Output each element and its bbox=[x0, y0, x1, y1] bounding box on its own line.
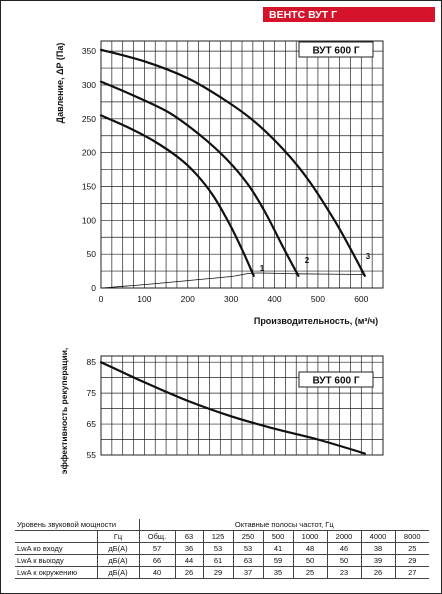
cell: 40 bbox=[138, 566, 176, 579]
cell: 46 bbox=[326, 542, 362, 555]
cell: 53 bbox=[202, 542, 234, 555]
col-header: 63 bbox=[174, 530, 204, 543]
pressure-tick-labels: 0 100 200 300 400 500 600 0 50 100 150 200 250 300 350 bbox=[82, 46, 369, 304]
cell: 23 bbox=[326, 566, 362, 579]
pressure-curve-3 bbox=[99, 48, 366, 277]
y-tick-label: 100 bbox=[82, 215, 96, 225]
efficiency-curve bbox=[99, 361, 366, 455]
row-unit: дБ(А) bbox=[96, 554, 140, 567]
x-tick-label: 0 bbox=[99, 294, 104, 304]
y-tick-label: 85 bbox=[87, 357, 97, 367]
efficiency-tick-labels: 55 65 75 85 bbox=[87, 357, 97, 460]
y-tick-label: 200 bbox=[82, 148, 96, 158]
x-tick-label: 500 bbox=[311, 294, 325, 304]
y-tick-label: 65 bbox=[87, 419, 97, 429]
empty-cell bbox=[15, 530, 98, 543]
pressure-curves: 1 2 3 bbox=[99, 48, 371, 289]
cell: 59 bbox=[262, 554, 294, 567]
cell: 27 bbox=[394, 566, 430, 579]
operating-line bbox=[100, 272, 366, 289]
cell: 29 bbox=[202, 566, 234, 579]
efficiency-grid bbox=[100, 355, 384, 456]
curve-label-2: 2 bbox=[305, 256, 310, 265]
efficiency-y-label: эффективность рекуперации, % bbox=[59, 346, 69, 474]
table-title: Уровень звуковой мощности bbox=[15, 519, 140, 531]
model-label-box-2 bbox=[298, 371, 374, 388]
curve-label-1: 1 bbox=[260, 264, 265, 273]
y-axis-label: Давление, ΔP (Па) bbox=[55, 43, 65, 124]
cell: 44 bbox=[174, 554, 204, 567]
cell: 25 bbox=[394, 542, 430, 555]
y-tick-label: 150 bbox=[82, 181, 96, 191]
cell: 38 bbox=[360, 542, 396, 555]
header-title: ВЕНТС ВУТ Г bbox=[269, 9, 338, 21]
y-tick-label: 250 bbox=[82, 114, 96, 124]
col-header: Общ. bbox=[138, 530, 176, 543]
col-header: 500 bbox=[262, 530, 294, 543]
cell: 48 bbox=[292, 542, 328, 555]
table-row: LwA к окружению дБ(А) 40 26 29 37 35 25 … bbox=[15, 566, 430, 579]
y-tick-label: 300 bbox=[82, 80, 96, 90]
pressure-chart: 1 2 3 0 100 200 300 400 500 600 0 50 100 150 200 250 30… bbox=[55, 40, 384, 326]
cell: 26 bbox=[360, 566, 396, 579]
efficiency-chart: 55 65 75 85 ВУТ 600 Г эффективность рекупер… bbox=[59, 346, 384, 474]
table-row: LwA к выходу дБ(А) 66 44 61 63 59 50 50 … bbox=[15, 554, 430, 567]
pressure-curve-2 bbox=[99, 80, 300, 277]
col-header: 125 bbox=[202, 530, 234, 543]
row-label: LwA к выходу bbox=[15, 554, 98, 567]
x-tick-label: 300 bbox=[224, 294, 238, 304]
y-tick-label: 50 bbox=[87, 249, 97, 259]
model-label-box bbox=[298, 41, 374, 58]
model-label: ВУТ 600 Г bbox=[312, 46, 359, 57]
pressure-curve-1 bbox=[99, 114, 255, 277]
cell: 50 bbox=[326, 554, 362, 567]
bands-title: Октавные полосы частот, Гц bbox=[138, 519, 430, 531]
row-unit: дБ(А) bbox=[96, 566, 140, 579]
cell: 57 bbox=[138, 542, 176, 555]
model-label-2: ВУТ 600 Г bbox=[312, 376, 359, 387]
cell: 61 bbox=[202, 554, 234, 567]
col-header: 2000 bbox=[326, 530, 362, 543]
sound-power-table: Уровень звуковой мощности Октавные полос… bbox=[15, 519, 430, 579]
table-row: LwA ко входу дБ(А) 57 36 53 53 41 48 46 … bbox=[15, 542, 430, 555]
y-tick-label: 350 bbox=[82, 46, 96, 56]
cell: 63 bbox=[232, 554, 264, 567]
cell: 36 bbox=[174, 542, 204, 555]
row-label: LwA к окружению bbox=[15, 566, 98, 579]
x-tick-label: 200 bbox=[181, 294, 195, 304]
unit-header: Гц bbox=[96, 530, 140, 543]
row-label: LwA ко входу bbox=[15, 542, 98, 555]
x-tick-label: 400 bbox=[267, 294, 281, 304]
cell: 50 bbox=[292, 554, 328, 567]
cell: 37 bbox=[232, 566, 264, 579]
y-tick-label: 55 bbox=[87, 450, 97, 460]
cell: 26 bbox=[174, 566, 204, 579]
row-unit: дБ(А) bbox=[96, 542, 140, 555]
header-band bbox=[263, 7, 435, 22]
cell: 39 bbox=[360, 554, 396, 567]
cell: 53 bbox=[232, 542, 264, 555]
cell: 35 bbox=[262, 566, 294, 579]
cell: 29 bbox=[394, 554, 430, 567]
col-header: 4000 bbox=[360, 530, 396, 543]
efficiency-line bbox=[99, 361, 366, 455]
cell: 66 bbox=[138, 554, 176, 567]
y-tick-label: 75 bbox=[87, 388, 97, 398]
cell: 41 bbox=[262, 542, 294, 555]
x-axis-label: Производительность, (м³/ч) bbox=[254, 316, 378, 326]
x-tick-label: 100 bbox=[137, 294, 151, 304]
curve-label-3: 3 bbox=[366, 252, 371, 261]
col-header: 250 bbox=[232, 530, 264, 543]
x-tick-label: 600 bbox=[354, 294, 368, 304]
col-header: 8000 bbox=[394, 530, 430, 543]
cell: 25 bbox=[292, 566, 328, 579]
y-tick-label: 0 bbox=[91, 283, 96, 293]
col-header: 1000 bbox=[292, 530, 328, 543]
